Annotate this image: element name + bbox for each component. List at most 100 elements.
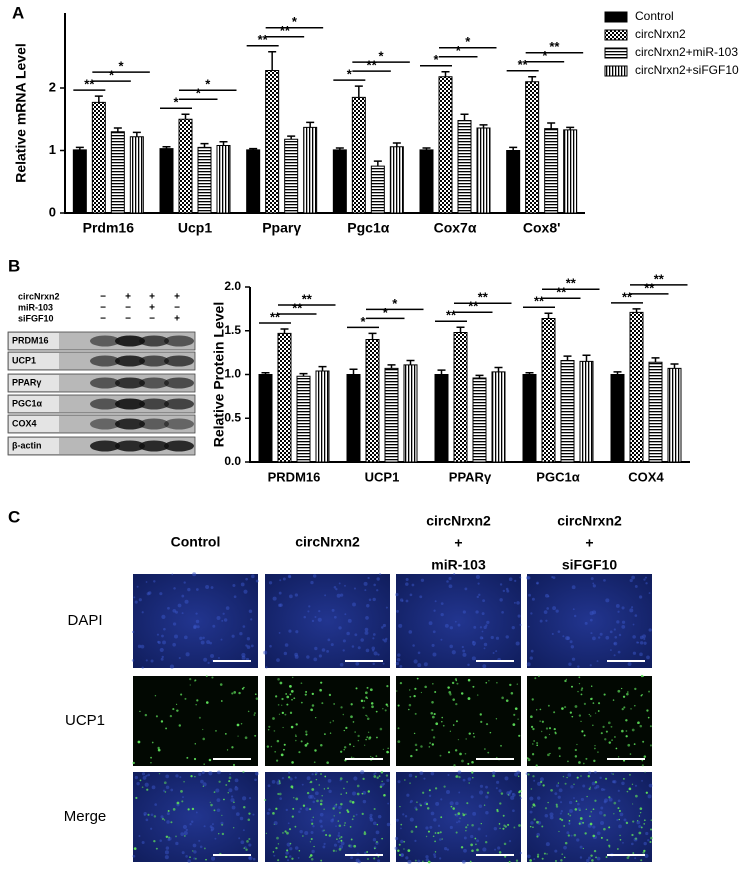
column-header: Control [171, 534, 221, 550]
signal-dot [141, 786, 144, 789]
signal-dot [432, 683, 434, 685]
nucleus-dot [570, 834, 573, 837]
signal-dot [381, 837, 383, 840]
signal-dot [228, 780, 231, 783]
nucleus-dot [634, 585, 638, 588]
signal-dot [535, 764, 538, 767]
nucleus-dot [529, 810, 533, 814]
signal-dot [203, 847, 206, 850]
nucleus-dot [395, 818, 399, 822]
signal-dot [380, 771, 384, 774]
nucleus-dot [365, 648, 370, 653]
signal-dot [184, 697, 187, 700]
signal-dot [508, 860, 511, 863]
nucleus-dot [571, 657, 576, 661]
signal-dot [408, 708, 410, 711]
nucleus-dot [246, 637, 251, 641]
bar [472, 377, 487, 463]
signal-dot [544, 807, 548, 810]
nucleus-dot [414, 839, 417, 843]
nucleus-dot [145, 659, 148, 662]
signal-dot [375, 710, 378, 713]
signal-dot [576, 776, 579, 779]
signal-dot [311, 822, 314, 825]
signal-dot [452, 724, 455, 726]
signal-dot [610, 725, 613, 728]
signal-dot [585, 808, 588, 810]
signal-dot [155, 715, 158, 718]
signal-dot [467, 762, 470, 765]
nucleus-dot [570, 785, 574, 789]
nucleus-dot [180, 832, 185, 836]
nucleus-dot [182, 796, 184, 799]
nucleus-dot [610, 772, 613, 775]
significance-label: * [292, 14, 298, 29]
nucleus-dot [545, 842, 550, 847]
nucleus-dot [482, 847, 487, 852]
signal-dot [399, 681, 403, 685]
signal-dot [600, 732, 603, 735]
nucleus-dot [591, 781, 596, 786]
nucleus-dot [433, 818, 437, 822]
signal-dot [641, 764, 644, 767]
micrograph [395, 573, 522, 669]
nucleus-dot [462, 778, 466, 782]
signal-dot [187, 808, 190, 811]
signal-dot [218, 780, 221, 783]
nucleus-dot [294, 776, 297, 779]
signal-dot [629, 753, 632, 755]
nucleus-dot [554, 849, 558, 853]
blot-band [139, 398, 169, 410]
nucleus-dot [283, 651, 288, 656]
protein-label: COX4 [12, 418, 37, 428]
nucleus-dot [175, 841, 179, 846]
nucleus-dot [311, 773, 314, 776]
signal-dot [626, 856, 630, 860]
nucleus-dot [440, 638, 443, 641]
signal-dot [320, 773, 322, 775]
signal-dot [464, 752, 467, 755]
signal-dot [344, 822, 346, 824]
signal-dot [636, 820, 639, 822]
signal-dot [350, 838, 353, 841]
signal-dot [621, 687, 623, 690]
signal-dot [488, 680, 490, 682]
signal-dot [147, 813, 150, 816]
nucleus-dot [195, 811, 198, 814]
signal-dot [236, 723, 240, 727]
signal-dot [403, 840, 406, 843]
nucleus-dot [205, 584, 210, 589]
signal-dot [305, 733, 308, 736]
bar [72, 149, 87, 214]
nucleus-dot [311, 849, 315, 854]
nucleus-dot [634, 784, 638, 787]
protein-label: UCP1 [12, 355, 36, 365]
nucleus-dot [333, 615, 337, 619]
signal-dot [451, 681, 455, 685]
signal-dot [450, 805, 453, 808]
blot-band [90, 440, 120, 452]
signal-dot [465, 826, 468, 829]
significance-label: ** [468, 299, 479, 314]
nucleus-dot [307, 610, 310, 613]
nucleus-dot [632, 651, 637, 655]
blot-band [164, 398, 194, 410]
signal-dot [631, 783, 634, 786]
signal-dot [573, 783, 575, 786]
signal-dot [194, 680, 196, 682]
nucleus-dot [471, 656, 476, 661]
nucleus-dot [353, 587, 357, 590]
nucleus-dot [482, 599, 486, 603]
signal-dot [414, 859, 417, 862]
significance-label: * [465, 34, 471, 49]
signal-dot [332, 807, 335, 810]
signal-dot [430, 711, 434, 715]
y-tick-label: 2.0 [224, 279, 241, 293]
nucleus-dot [183, 831, 188, 836]
signal-dot [643, 755, 647, 758]
nucleus-dot [377, 653, 380, 656]
signal-dot [375, 840, 378, 843]
signal-dot [340, 793, 343, 796]
nucleus-dot [278, 603, 282, 608]
nucleus-dot [455, 801, 459, 806]
